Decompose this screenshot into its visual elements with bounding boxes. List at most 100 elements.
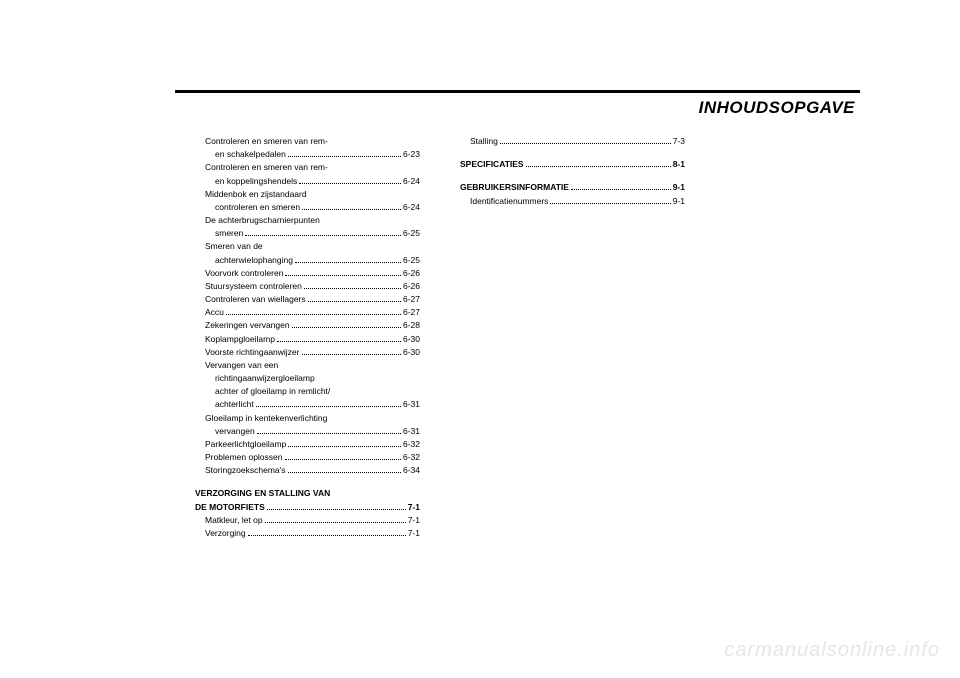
toc-entry: vervangen 6-31 xyxy=(195,425,420,438)
toc-page-number: 6-30 xyxy=(403,346,420,359)
toc-label: en koppelingshendels xyxy=(215,175,297,188)
watermark: carmanualsonline.info xyxy=(724,639,940,662)
toc-leader-dots xyxy=(288,439,401,447)
toc-label: Stuursysteem controleren xyxy=(205,280,302,293)
toc-leader-dots xyxy=(226,308,401,316)
toc-entry: Identificatienummers9-1 xyxy=(460,195,685,208)
toc-label: Voorvork controleren xyxy=(205,267,283,280)
toc-label: Accu xyxy=(205,306,224,319)
document-page: INHOUDSOPGAVE Controleren en smeren van … xyxy=(0,0,960,678)
toc-label: achterwielophanging xyxy=(215,254,293,267)
toc-entry: Problemen oplossen 6-32 xyxy=(195,451,420,464)
toc-leader-dots xyxy=(571,183,671,191)
toc-label: achter of gloeilamp in remlicht/ xyxy=(215,385,330,398)
toc-entry: Gloeilamp in kentekenverlichting xyxy=(195,412,420,425)
toc-entry: en schakelpedalen 6-23 xyxy=(195,148,420,161)
toc-label: Koplampgloeilamp xyxy=(205,333,275,346)
toc-label: Gloeilamp in kentekenverlichting xyxy=(205,412,327,425)
toc-label: Voorste richtingaanwijzer xyxy=(205,346,300,359)
toc-leader-dots xyxy=(308,294,401,302)
toc-label: Zekeringen vervangen xyxy=(205,319,290,332)
toc-entry: Koplampgloeilamp 6-30 xyxy=(195,333,420,346)
toc-page-number: 8-1 xyxy=(673,158,685,171)
toc-entry: smeren 6-25 xyxy=(195,227,420,240)
toc-entry: Accu 6-27 xyxy=(195,306,420,319)
toc-leader-dots xyxy=(304,281,401,289)
toc-page-number: 6-25 xyxy=(403,227,420,240)
toc-entry: en koppelingshendels6-24 xyxy=(195,175,420,188)
toc-page-number: 6-30 xyxy=(403,333,420,346)
toc-label: Stalling xyxy=(470,135,498,148)
toc-entry: DE MOTORFIETS7-1 xyxy=(195,501,420,514)
toc-entry: Middenbok en zijstandaard xyxy=(195,188,420,201)
toc-page-number: 7-1 xyxy=(408,527,420,540)
toc-page-number: 6-32 xyxy=(403,438,420,451)
toc-label: SPECIFICATIES xyxy=(460,158,524,171)
toc-page-number: 7-3 xyxy=(673,135,685,148)
toc-entry: achterwielophanging6-25 xyxy=(195,254,420,267)
toc-leader-dots xyxy=(295,255,401,263)
toc-entry: Voorste richtingaanwijzer 6-30 xyxy=(195,346,420,359)
toc-label: controleren en smeren xyxy=(215,201,300,214)
toc-entry: achterlicht6-31 xyxy=(195,398,420,411)
toc-label: Middenbok en zijstandaard xyxy=(205,188,307,201)
toc-label: De achterbrugscharnierpunten xyxy=(205,214,320,227)
toc-label: VERZORGING EN STALLING VAN xyxy=(195,487,330,500)
toc-label: Storingzoekschema's xyxy=(205,464,286,477)
toc-label: smeren xyxy=(215,227,243,240)
toc-page-number: 6-31 xyxy=(403,425,420,438)
toc-entry: Stalling 7-3 xyxy=(460,135,685,148)
toc-entry: De achterbrugscharnierpunten xyxy=(195,214,420,227)
toc-leader-dots xyxy=(245,229,401,237)
toc-page-number: 6-28 xyxy=(403,319,420,332)
toc-column-2: Stalling 7-3 SPECIFICATIES 8-1 GEBRUIKERSINF… xyxy=(460,135,685,540)
toc-entry: VERZORGING EN STALLING VAN xyxy=(195,487,420,500)
toc-page-number: 6-23 xyxy=(403,148,420,161)
toc-label: Controleren en smeren van rem- xyxy=(205,161,328,174)
toc-page-number: 6-26 xyxy=(403,280,420,293)
toc-page-number: 6-31 xyxy=(403,398,420,411)
toc-leader-dots xyxy=(257,426,401,434)
toc-label: vervangen xyxy=(215,425,255,438)
toc-leader-dots xyxy=(277,334,401,342)
toc-label: DE MOTORFIETS xyxy=(195,501,265,514)
toc-leader-dots xyxy=(265,515,406,523)
toc-entry: Verzorging 7-1 xyxy=(195,527,420,540)
toc-page-number: 6-24 xyxy=(403,201,420,214)
toc-leader-dots xyxy=(299,176,401,184)
toc-entry: Controleren en smeren van rem- xyxy=(195,161,420,174)
toc-page-number: 6-32 xyxy=(403,451,420,464)
toc-label: Verzorging xyxy=(205,527,246,540)
toc-leader-dots xyxy=(550,196,670,204)
toc-leader-dots xyxy=(500,136,671,144)
toc-page-number: 6-34 xyxy=(403,464,420,477)
toc-page-number: 9-1 xyxy=(673,181,685,194)
toc-leader-dots xyxy=(267,502,406,510)
toc-entry: Voorvork controleren6-26 xyxy=(195,267,420,280)
toc-entry: achter of gloeilamp in remlicht/ xyxy=(195,385,420,398)
toc-entry: Storingzoekschema's 6-34 xyxy=(195,464,420,477)
toc-leader-dots xyxy=(256,400,401,408)
header-rule xyxy=(175,90,860,93)
toc-entry: Controleren en smeren van rem- xyxy=(195,135,420,148)
section-gap xyxy=(460,148,685,158)
toc-leader-dots xyxy=(288,150,401,158)
toc-entry: controleren en smeren 6-24 xyxy=(195,201,420,214)
toc-label: en schakelpedalen xyxy=(215,148,286,161)
toc-label: richtingaanwijzergloeilamp xyxy=(215,372,315,385)
toc-page-number: 6-27 xyxy=(403,306,420,319)
toc-label: Parkeerlichtgloeilamp xyxy=(205,438,286,451)
toc-page-number: 7-1 xyxy=(408,514,420,527)
toc-entry: SPECIFICATIES 8-1 xyxy=(460,158,685,171)
toc-entry: Parkeerlichtgloeilamp 6-32 xyxy=(195,438,420,451)
section-gap xyxy=(460,171,685,181)
toc-label: Matkleur, let op xyxy=(205,514,263,527)
toc-entry: Matkleur, let op 7-1 xyxy=(195,514,420,527)
toc-column-1: Controleren en smeren van rem-en schakel… xyxy=(195,135,420,540)
toc-label: Problemen oplossen xyxy=(205,451,283,464)
toc-leader-dots xyxy=(302,347,401,355)
toc-label: Identificatienummers xyxy=(470,195,548,208)
toc-entry: GEBRUIKERSINFORMATIE9-1 xyxy=(460,181,685,194)
toc-leader-dots xyxy=(526,160,671,168)
toc-entry: Stuursysteem controleren 6-26 xyxy=(195,280,420,293)
